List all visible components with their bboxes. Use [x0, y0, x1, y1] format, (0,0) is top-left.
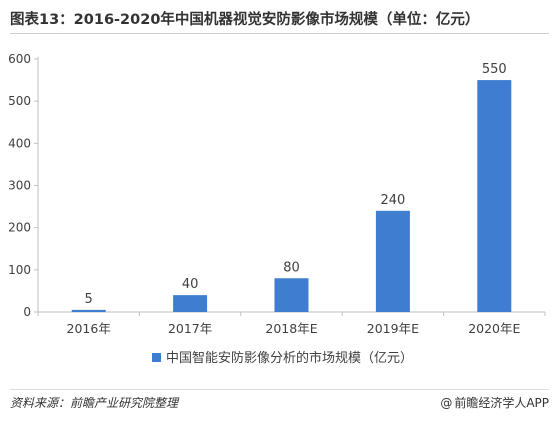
chart-title: 图表13：2016-2020年中国机器视觉安防影像市场规模（单位：亿元）: [10, 12, 480, 28]
y-tick-label: 100: [8, 263, 31, 277]
data-label: 5: [85, 292, 93, 307]
x-tick-label: 2016年: [67, 321, 111, 336]
brand-text: 前瞻经济学人APP: [454, 396, 549, 410]
bar: [477, 80, 512, 312]
data-label: 40: [182, 277, 199, 292]
x-tick-label: 2020年E: [468, 321, 520, 336]
legend-label: 中国智能安防影像分析的市场规模（亿元）: [166, 350, 413, 366]
data-label: 80: [283, 260, 300, 275]
legend: 中国智能安防影像分析的市场规模（亿元）: [152, 350, 413, 366]
bar: [375, 210, 410, 312]
footer-divider: [10, 389, 549, 390]
axes: 0 100 200 300 400 500 600 2016年 2017年 2018年E 2019年…: [8, 52, 546, 336]
y-tick-label: 600: [8, 52, 31, 66]
y-tick-label: 0: [23, 305, 31, 319]
data-labels: 5 40 80 240 550: [85, 62, 507, 307]
data-label: 240: [380, 193, 405, 208]
x-tick-label: 2017年: [168, 321, 212, 336]
brand-label: @ 前瞻经济学人APP: [440, 394, 549, 411]
y-tick-label: 200: [8, 221, 31, 235]
bar: [173, 295, 208, 312]
y-tick-label: 300: [8, 179, 31, 193]
y-tick-label: 500: [8, 94, 31, 108]
at-icon: @: [440, 396, 453, 410]
bar: [274, 278, 309, 312]
x-tick-label: 2018年E: [265, 321, 317, 336]
y-tick-label: 400: [8, 136, 31, 150]
data-label: 550: [482, 62, 507, 77]
x-tick-label: 2019年E: [367, 321, 419, 336]
bars: [71, 80, 512, 312]
legend-swatch: [152, 353, 161, 362]
source-note: 资料来源：前瞻产业研究院整理: [10, 396, 179, 410]
bar: [71, 309, 106, 312]
title-divider: [10, 33, 549, 34]
